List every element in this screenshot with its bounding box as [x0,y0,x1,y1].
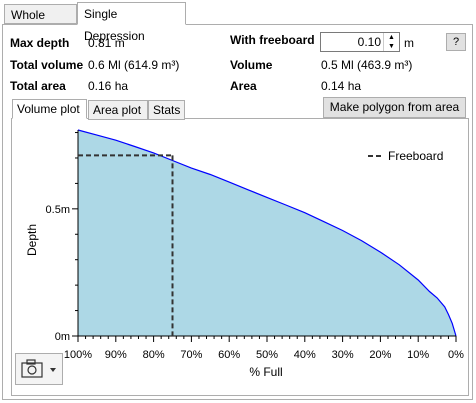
total-volume-label: Total volume [10,58,84,72]
x-axis-title: % Full [249,365,282,379]
area-label: Area [230,79,257,93]
camera-icon [21,359,56,378]
spin-down-icon[interactable]: ▼ [388,43,395,50]
y-tick-label: 0m [55,331,70,343]
x-tick-label: 40% [294,349,316,361]
x-tick-label: 60% [218,349,240,361]
tab-stats[interactable]: Stats [148,100,185,120]
x-tick-label: 70% [180,349,202,361]
tab-volume-plot[interactable]: Volume plot [12,99,87,119]
freeboard-unit: m [404,36,414,50]
x-tick-label: 90% [105,349,127,361]
freeboard-spinner[interactable]: 0.10 ▲ ▼ [320,32,400,52]
x-tick-label: 50% [256,349,278,361]
y-tick-label: 0.5m [46,204,70,216]
dropdown-arrow-icon [50,368,56,372]
chart-axes: 100% 90% 80% 70% 60% 50% 40% 30% 20% 10% 0% 0.5m 0m [46,130,464,361]
x-tick-label: 80% [143,349,165,361]
spin-up-icon[interactable]: ▲ [388,34,395,41]
total-area-value: 0.16 ha [88,79,129,93]
make-polygon-button[interactable]: Make polygon from area [323,97,466,118]
tab-single-depression[interactable]: Single Depression [77,2,186,43]
tab-area-plot[interactable]: Area plot [88,100,148,120]
total-volume-value: 0.6 Ml (614.9 m³) [88,58,180,72]
total-area-label: Total area [10,79,66,93]
freeboard-value[interactable]: 0.10 [357,35,381,49]
x-tick-label: 0% [448,349,464,361]
max-depth-value: 0.81 m [88,36,125,50]
x-tick-label: 10% [407,349,429,361]
max-depth-label: Max depth [10,36,70,50]
legend-label: Freeboard [388,149,443,163]
x-tick-label: 100% [64,349,92,361]
y-axis-title: Depth [25,224,39,256]
depth-curve [77,129,457,337]
x-tick-label: 20% [369,349,391,361]
volume-value: 0.5 Ml (463.9 m³) [321,58,413,72]
volume-label: Volume [230,58,273,72]
spinner-buttons[interactable]: ▲ ▼ [383,33,399,51]
help-button[interactable]: ? [446,33,466,51]
with-freeboard-label: With freeboard [230,33,315,47]
snapshot-button[interactable] [15,353,63,385]
area-value: 0.14 ha [321,79,362,93]
x-tick-label: 30% [332,349,354,361]
